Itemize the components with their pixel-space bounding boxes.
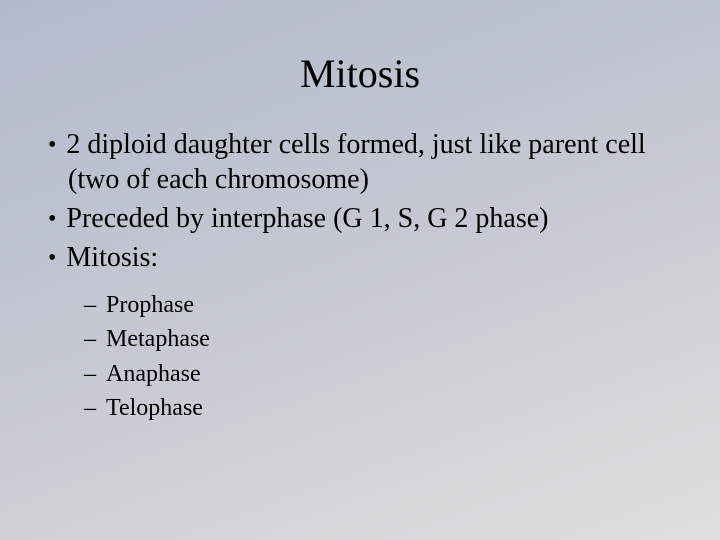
bullet-item: Mitosis: — [40, 240, 680, 275]
sub-bullet-item: Prophase — [80, 289, 680, 321]
sub-bullet-item: Anaphase — [80, 358, 680, 390]
bullet-item: Preceded by interphase (G 1, S, G 2 phas… — [40, 201, 680, 236]
sub-bullet-list: Prophase Metaphase Anaphase Telophase — [40, 289, 680, 425]
bullet-item: 2 diploid daughter cells formed, just li… — [40, 127, 680, 197]
bullet-list: 2 diploid daughter cells formed, just li… — [40, 127, 680, 275]
slide: Mitosis 2 diploid daughter cells formed,… — [0, 0, 720, 540]
slide-title: Mitosis — [0, 0, 720, 127]
sub-bullet-item: Metaphase — [80, 323, 680, 355]
slide-content: 2 diploid daughter cells formed, just li… — [0, 127, 720, 425]
sub-bullet-item: Telophase — [80, 392, 680, 424]
